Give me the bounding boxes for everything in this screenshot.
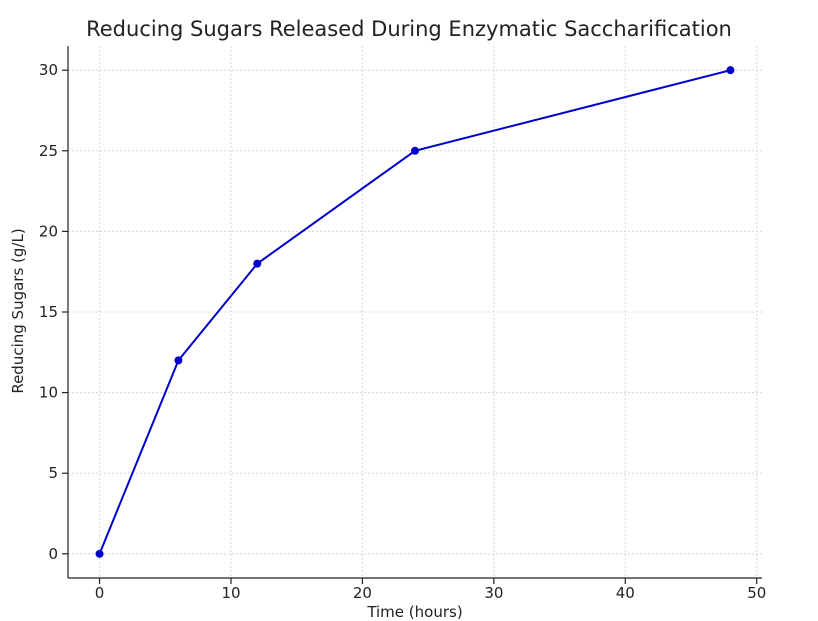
data-point <box>411 146 419 155</box>
y-tick-label: 30 <box>39 61 58 79</box>
y-tick-label: 5 <box>48 464 58 482</box>
chart-title: Reducing Sugars Released During Enzymati… <box>86 17 732 41</box>
y-tick-label: 0 <box>48 545 58 563</box>
x-tick-label: 10 <box>221 584 240 602</box>
x-axis-label: Time (hours) <box>366 603 462 621</box>
y-tick-label: 10 <box>39 384 58 402</box>
data-series <box>95 66 735 558</box>
grid-lines <box>68 46 762 578</box>
x-tick-label: 50 <box>747 584 766 602</box>
ticks: 0 10 20 30 40 50 0 5 10 15 20 25 30 <box>39 61 766 602</box>
y-axis-label: Reducing Sugars (g/L) <box>9 228 27 393</box>
series-line <box>98 69 731 555</box>
data-point <box>95 549 104 558</box>
x-tick-label: 20 <box>353 584 372 602</box>
y-tick-label: 20 <box>39 222 58 240</box>
data-point <box>726 66 735 75</box>
data-point <box>174 356 183 365</box>
x-tick-label: 40 <box>616 584 635 602</box>
data-point <box>253 259 262 268</box>
x-tick-label: 30 <box>484 584 503 602</box>
y-tick-label: 15 <box>39 303 58 321</box>
y-tick-label: 25 <box>39 142 58 160</box>
x-tick-label: 0 <box>95 584 105 602</box>
